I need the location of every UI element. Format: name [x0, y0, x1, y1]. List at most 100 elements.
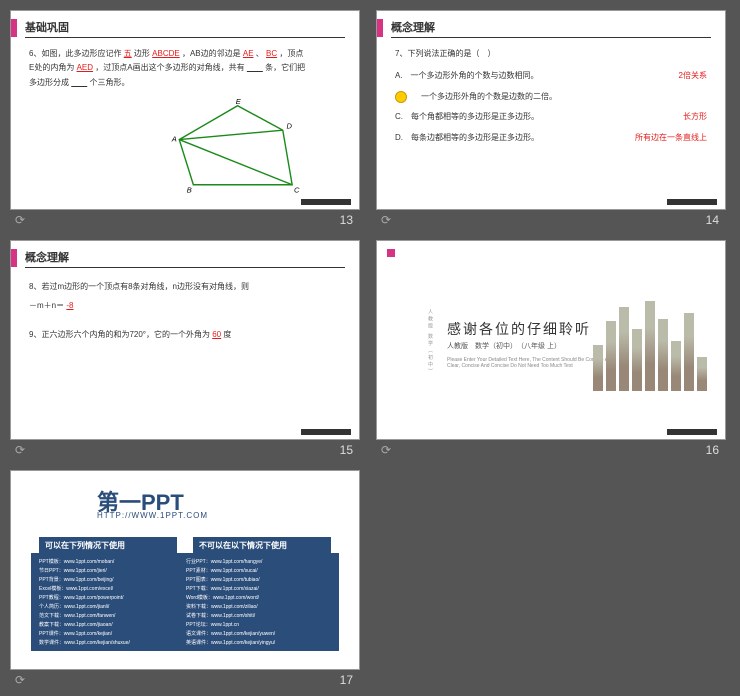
slide-17: 第一PPT HTTP://WWW.1PPT.COM 可以在下列情况下使用 ■个人… — [10, 470, 360, 670]
svg-text:D: D — [287, 121, 293, 130]
question-6: 6、如图，此多边形应记作 五 边形 ABCDE ，AB边的邻边是 AE 、 BC… — [29, 47, 341, 90]
text: ，AB边的邻边是 — [182, 49, 241, 58]
q8-text: 8、若过m边形的一个顶点有8条对角线，n边形没有对角线，则 — [29, 277, 341, 296]
col2-header: 不可以在以下情况下使用 — [193, 537, 331, 554]
nav-icon: ⟳ — [15, 213, 25, 227]
bar — [593, 345, 603, 391]
section-title: 基础巩固 — [25, 19, 69, 35]
text: 多边形分成 — [29, 78, 69, 87]
question-7: 7、下列说法正确的是（ ） A. 一个多边形外角的个数与边数相同。 2倍关系 一… — [395, 47, 707, 151]
decorative-bars — [593, 301, 707, 391]
link-item: 语文课件：www.1ppt.com/kejian/yuwen/ — [186, 630, 331, 637]
answer-blank: AED — [77, 63, 93, 72]
link-item: Word模板：www.1ppt.com/word/ — [186, 594, 331, 601]
accent-bar — [11, 249, 17, 267]
nav-icon: ⟳ — [381, 213, 391, 227]
footer-bar — [667, 429, 717, 435]
svg-text:B: B — [187, 185, 192, 194]
footer-bar — [667, 199, 717, 205]
text: ，过顶点A画出这个多边形的对角线，共有 — [95, 63, 244, 72]
answer-blank: 五 — [124, 49, 132, 58]
divider — [391, 37, 711, 38]
option-a: A. 一个多边形外角的个数与边数相同。 — [395, 69, 539, 83]
link-item: PPT背景：www.1ppt.com/beijing/ — [39, 576, 184, 583]
text: 条，它们把 — [265, 63, 305, 72]
links-box: PPT模板：www.1ppt.com/moban/行业PPT：www.1ppt.… — [31, 553, 339, 651]
link-item: PPT课件：www.1ppt.com/kejian/ — [39, 630, 184, 637]
bar — [658, 319, 668, 391]
answer-8: -8 — [66, 301, 73, 310]
q9-text: 9、正六边形六个内角的和为720°，它的一个外角为 — [29, 330, 210, 339]
link-item: 数学课件：www.1ppt.com/kejian/shuxue/ — [39, 639, 184, 646]
slide-number: 15 — [340, 443, 353, 457]
link-item: 行业PPT：www.1ppt.com/hangye/ — [186, 558, 331, 565]
stem: 7、下列说法正确的是（ ） — [395, 47, 707, 61]
slide-16: 人教版 数学（初中） 感谢各位的仔细聆听 人教版 数学（初中） （八年级 上） … — [376, 240, 726, 440]
svg-text:C: C — [294, 185, 300, 194]
text: E处的内角为 — [29, 63, 74, 72]
slide-number: 16 — [706, 443, 719, 457]
note-a: 2倍关系 — [679, 69, 707, 83]
bar — [697, 357, 707, 391]
text: 个三角形。 — [89, 78, 129, 87]
q8-label: －m＋n＝ — [29, 301, 64, 310]
accent-bar — [11, 19, 17, 37]
bar — [606, 321, 616, 391]
section-title: 概念理解 — [25, 249, 69, 265]
text: ，顶点 — [279, 49, 303, 58]
footer-bar — [301, 429, 351, 435]
link-item: PPT教程：www.1ppt.com/powerpoint/ — [39, 594, 184, 601]
note-c: 长方形 — [683, 110, 707, 124]
link-item: PPT图表：www.1ppt.com/tubiao/ — [186, 576, 331, 583]
smile-icon — [395, 91, 407, 103]
q9-suffix: 度 — [223, 330, 231, 339]
answer-blank: BC — [266, 49, 277, 58]
link-item: 资料下载：www.1ppt.com/ziliao/ — [186, 603, 331, 610]
bar — [671, 341, 681, 391]
link-item: 范文下载：www.1ppt.com/fanwen/ — [39, 612, 184, 619]
nav-icon: ⟳ — [15, 443, 25, 457]
thanks-title: 感谢各位的仔细聆听 — [447, 319, 591, 339]
link-item: Excel模板：www.1ppt.com/excel/ — [39, 585, 184, 592]
link-item: PPT素材：www.1ppt.com/sucai/ — [186, 567, 331, 574]
bar — [684, 313, 694, 391]
side-text: 人教版 数学（初中） — [427, 309, 434, 375]
link-item: 教案下载：www.1ppt.com/jiaoan/ — [39, 621, 184, 628]
svg-text:E: E — [236, 99, 242, 106]
slide-13: 基础巩固 6、如图，此多边形应记作 五 边形 ABCDE ，AB边的邻边是 AE… — [10, 10, 360, 210]
option-b: 一个多边形外角的个数是边数的二倍。 — [413, 90, 557, 104]
option-c: C. 每个角都相等的多边形是正多边形。 — [395, 110, 539, 124]
section-title: 概念理解 — [391, 19, 435, 35]
pentagon-diagram: A B C D E — [151, 99, 311, 199]
accent-bar — [377, 19, 383, 37]
subtitle: 人教版 数学（初中） （八年级 上） — [447, 341, 561, 351]
bar — [632, 329, 642, 391]
link-item: PPT下载：www.1ppt.com/xiazai/ — [186, 585, 331, 592]
answer-blank: ABCDE — [152, 49, 180, 58]
nav-icon: ⟳ — [381, 443, 391, 457]
divider — [25, 37, 345, 38]
bar — [619, 307, 629, 391]
link-item: 英语课件：www.1ppt.com/kejian/yingyu/ — [186, 639, 331, 646]
col1-header: 可以在下列情况下使用 — [39, 537, 177, 554]
footer-bar — [301, 199, 351, 205]
link-item: 节日PPT：www.1ppt.com/jieri/ — [39, 567, 184, 574]
link-item: PPT模板：www.1ppt.com/moban/ — [39, 558, 184, 565]
bar — [645, 301, 655, 391]
text: 6、如图，此多边形应记作 — [29, 49, 121, 58]
small-text: Please Enter Your Detailed Text Here, Th… — [447, 357, 617, 369]
note-d: 所有边在一条直线上 — [635, 131, 707, 145]
link-item: 个人简历：www.1ppt.com/jianli/ — [39, 603, 184, 610]
nav-icon: ⟳ — [15, 673, 25, 687]
answer-blank: AE — [243, 49, 254, 58]
slide-14: 概念理解 7、下列说法正确的是（ ） A. 一个多边形外角的个数与边数相同。 2… — [376, 10, 726, 210]
slide-15: 概念理解 8、若过m边形的一个顶点有8条对角线，n边形没有对角线，则 －m＋n＝… — [10, 240, 360, 440]
option-d: D. 每条边都相等的多边形是正多边形。 — [395, 131, 539, 145]
answer-9: 60 — [212, 330, 221, 339]
divider — [25, 267, 345, 268]
svg-text:A: A — [171, 134, 177, 143]
logo-url: HTTP://WWW.1PPT.COM — [97, 511, 208, 520]
slide-number: 14 — [706, 213, 719, 227]
questions-8-9: 8、若过m边形的一个顶点有8条对角线，n边形没有对角线，则 －m＋n＝ -8 9… — [29, 277, 341, 345]
slide-number: 17 — [340, 673, 353, 687]
